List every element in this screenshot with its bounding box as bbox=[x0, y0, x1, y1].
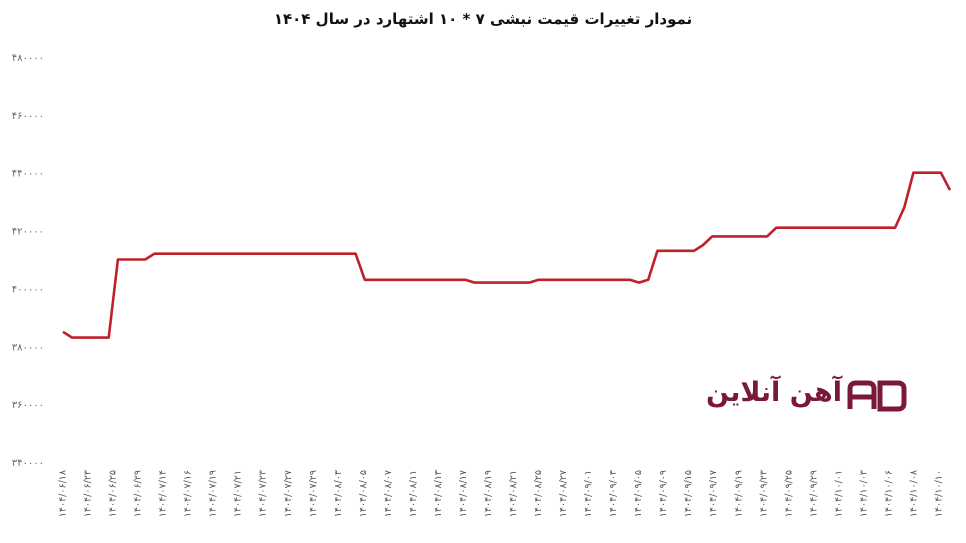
x-tick-label: ۱۴۰۴/۰۷/۲۳ bbox=[258, 470, 269, 517]
x-tick-label: ۱۴۰۴/۰۸/۲۱ bbox=[508, 470, 519, 517]
x-tick-label: ۱۴۰۴/۰۹/۱۷ bbox=[708, 470, 719, 517]
x-tick-label: ۱۴۰۴/۱۰/۰۱ bbox=[833, 470, 844, 517]
y-tick-label: ۳۶۰۰۰۰ bbox=[12, 400, 44, 411]
x-axis: ۱۴۰۴/۰۶/۱۸ ۱۴۰۴/۰۶/۲۳ ۱۴۰۴/۰۶/۲۵ ۱۴۰۴/۰۶/۲۹… bbox=[58, 470, 945, 517]
x-tick-label: ۱۴۰۴/۰۶/۱۸ bbox=[58, 470, 69, 517]
x-tick-label: ۱۴۰۴/۰۶/۲۹ bbox=[133, 470, 144, 517]
y-tick-label: ۴۸۰۰۰۰ bbox=[12, 53, 44, 64]
price-series-line bbox=[62, 171, 952, 339]
x-tick-label: ۱۴۰۴/۰۷/۱۶ bbox=[183, 470, 194, 517]
x-tick-label: ۱۴۰۴/۱۰/۰۳ bbox=[858, 470, 869, 517]
x-tick-label: ۱۴۰۴/۰۹/۰۵ bbox=[633, 470, 644, 517]
x-tick-label: ۱۴۰۴/۰۸/۲۷ bbox=[558, 470, 569, 517]
y-tick-label: ۴۴۰۰۰۰ bbox=[12, 169, 44, 180]
y-tick-label: ۳۸۰۰۰۰ bbox=[12, 342, 44, 353]
x-tick-label: ۱۴۰۴/۱۰/۰۸ bbox=[908, 470, 919, 517]
x-tick-label: ۱۴۰۴/۰۹/۲۳ bbox=[758, 470, 769, 517]
x-tick-label: ۱۴۰۴/۰۹/۰۹ bbox=[658, 470, 669, 517]
x-tick-label: ۱۴۰۴/۰۸/۲۵ bbox=[533, 470, 544, 517]
x-tick-label: ۱۴۰۴/۰۸/۰۷ bbox=[383, 470, 394, 517]
x-tick-label: ۱۴۰۴/۰۷/۱۴ bbox=[158, 470, 169, 517]
x-tick-label: ۱۴۰۴/۰۸/۰۳ bbox=[333, 470, 344, 517]
y-tick-label: ۳۴۰۰۰۰ bbox=[12, 458, 44, 469]
y-tick-label: ۴۲۰۰۰۰ bbox=[12, 227, 44, 238]
brand-logo: آهن آنلاین bbox=[672, 377, 908, 417]
x-tick-label: ۱۴۰۴/۰۹/۲۵ bbox=[783, 470, 794, 517]
x-tick-label: ۱۴۰۴/۰۷/۲۷ bbox=[283, 470, 294, 517]
x-tick-label: ۱۴۰۴/۰۶/۲۵ bbox=[108, 470, 119, 517]
x-tick-label: ۱۴۰۴/۰۸/۰۵ bbox=[358, 470, 369, 517]
x-tick-label: ۱۴۰۴/۰۹/۱۵ bbox=[683, 470, 694, 517]
x-tick-label: ۱۴۰۴/۰۹/۰۱ bbox=[583, 470, 594, 517]
x-tick-label: ۱۴۰۴/۰۷/۲۱ bbox=[233, 470, 244, 517]
x-tick-label: ۱۴۰۴/۰۷/۲۹ bbox=[308, 470, 319, 517]
x-tick-label: ۱۴۰۴/۰۷/۱۹ bbox=[208, 470, 219, 517]
logo-text: آهن آنلاین bbox=[705, 377, 842, 408]
x-tick-label: ۱۴۰۴/۱۰/۱۰ bbox=[934, 470, 945, 517]
series-group bbox=[62, 171, 952, 339]
y-tick-label: ۴۰۰۰۰۰ bbox=[12, 284, 44, 295]
x-tick-label: ۱۴۰۴/۱۰/۰۶ bbox=[883, 470, 894, 517]
x-tick-label: ۱۴۰۴/۰۸/۱۷ bbox=[458, 470, 469, 517]
ahanonline-logo-mark-icon bbox=[847, 380, 907, 412]
x-tick-label: ۱۴۰۴/۰۹/۱۹ bbox=[733, 470, 744, 517]
x-tick-label: ۱۴۰۴/۰۸/۱۱ bbox=[408, 470, 419, 517]
x-tick-label: ۱۴۰۴/۰۹/۲۹ bbox=[808, 470, 819, 517]
x-tick-label: ۱۴۰۴/۰۹/۰۳ bbox=[608, 470, 619, 517]
x-tick-label: ۱۴۰۴/۰۶/۲۳ bbox=[83, 470, 94, 517]
x-tick-label: ۱۴۰۴/۰۸/۱۳ bbox=[433, 470, 444, 517]
chart-title: نمودار تغییرات قیمت نبشی ۷ * ۱۰ اشتهارد … bbox=[273, 10, 693, 28]
y-axis: ۳۴۰۰۰۰ ۳۶۰۰۰۰ ۳۸۰۰۰۰ ۴۰۰۰۰۰ ۴۲۰۰۰۰ ۴۴۰۰۰۰ ۴۶۰۰… bbox=[12, 53, 44, 469]
y-tick-label: ۴۶۰۰۰۰ bbox=[12, 111, 44, 122]
x-tick-label: ۱۴۰۴/۰۸/۱۹ bbox=[483, 470, 494, 517]
